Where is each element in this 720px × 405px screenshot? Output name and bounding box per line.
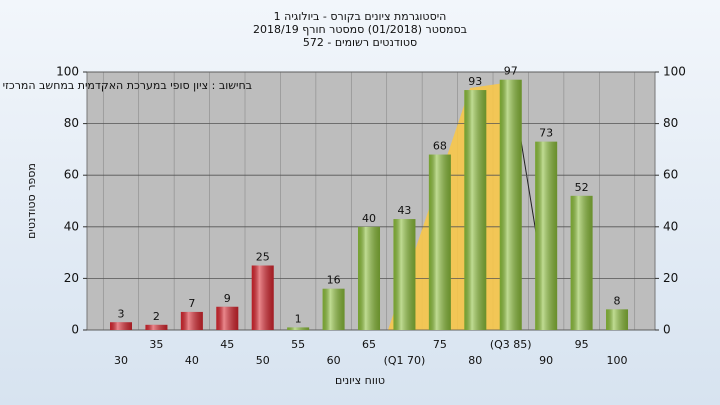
x-tick-label: (Q3 85) xyxy=(490,338,532,351)
value-label: 3 xyxy=(118,307,125,320)
y-axis-title: מספר סטודנטים xyxy=(25,163,38,239)
x-tick-label: 45 xyxy=(220,338,234,351)
y-tick-label: 60 xyxy=(64,168,79,182)
bar-shine xyxy=(287,327,310,330)
bar-shine xyxy=(535,141,558,330)
value-label: 1 xyxy=(295,312,302,325)
x-tick-label: 50 xyxy=(256,354,270,367)
bar-shine xyxy=(570,195,593,330)
y-tick-label: 20 xyxy=(64,271,79,285)
bar-shine xyxy=(499,79,522,331)
bar-shine xyxy=(322,288,345,330)
value-label: 8 xyxy=(614,294,621,307)
y2-tick-label: 20 xyxy=(663,271,678,285)
value-label: 40 xyxy=(362,212,376,225)
y2-tick-label: 100 xyxy=(663,65,686,79)
value-label: 25 xyxy=(256,251,270,264)
bar-shine xyxy=(393,219,416,330)
bar-shine xyxy=(180,311,203,330)
x-tick-label: 65 xyxy=(362,338,376,351)
x-tick-label: 30 xyxy=(114,354,128,367)
bar-shine xyxy=(145,324,168,330)
chart-title: היסטוגרמת ציונים בקורס - ביולוגיה 1 xyxy=(274,10,447,23)
y2-tick-label: 0 xyxy=(663,323,671,337)
x-tick-label: 35 xyxy=(149,338,163,351)
value-label: 9 xyxy=(224,292,231,305)
bar-shine xyxy=(110,322,132,330)
x-tick-label: 95 xyxy=(575,338,589,351)
x-tick-label: (Q1 70) xyxy=(384,354,426,367)
x-tick-label: 90 xyxy=(539,354,553,367)
value-label: 68 xyxy=(433,140,447,153)
x-tick-label: 60 xyxy=(327,354,341,367)
y2-tick-label: 80 xyxy=(663,116,678,130)
x-tick-label: 80 xyxy=(468,354,482,367)
bar-shine xyxy=(216,306,239,330)
value-label: 7 xyxy=(188,297,195,310)
band-lines xyxy=(102,72,636,330)
annotation: בחישוב : ציון סופי במערכת האקדמית במחשב … xyxy=(3,79,252,92)
value-label: 97 xyxy=(504,65,518,78)
x-tick-label: 100 xyxy=(607,354,628,367)
value-label: 16 xyxy=(327,274,341,287)
chart-subtitle: בסמסטר (01/2018) סמסטר חורף 2018/19 xyxy=(253,23,467,36)
bar-shine xyxy=(464,90,487,330)
bar-shine xyxy=(428,154,451,330)
value-label: 43 xyxy=(397,204,411,217)
value-label: 93 xyxy=(468,75,482,88)
chart-subtitle: סטודנטים רשומים - 572 xyxy=(303,36,417,49)
x-tick-label: 75 xyxy=(433,338,447,351)
x-axis-title: טווח ציונים xyxy=(335,374,385,387)
bar-shine xyxy=(358,226,381,330)
quartile-area xyxy=(388,82,520,330)
y2-tick-label: 40 xyxy=(663,219,678,233)
x-tick-label: 55 xyxy=(291,338,305,351)
y2-tick-label: 60 xyxy=(663,168,678,182)
y-tick-label: 100 xyxy=(56,65,79,79)
x-tick-label: 40 xyxy=(185,354,199,367)
value-label: 2 xyxy=(153,310,160,323)
value-label: 73 xyxy=(539,127,553,140)
value-label: 52 xyxy=(575,181,589,194)
y-tick-label: 0 xyxy=(71,323,79,337)
bar-shine xyxy=(251,265,274,330)
bar-shine xyxy=(606,309,629,330)
y-tick-label: 40 xyxy=(64,219,79,233)
y-tick-label: 80 xyxy=(64,116,79,130)
